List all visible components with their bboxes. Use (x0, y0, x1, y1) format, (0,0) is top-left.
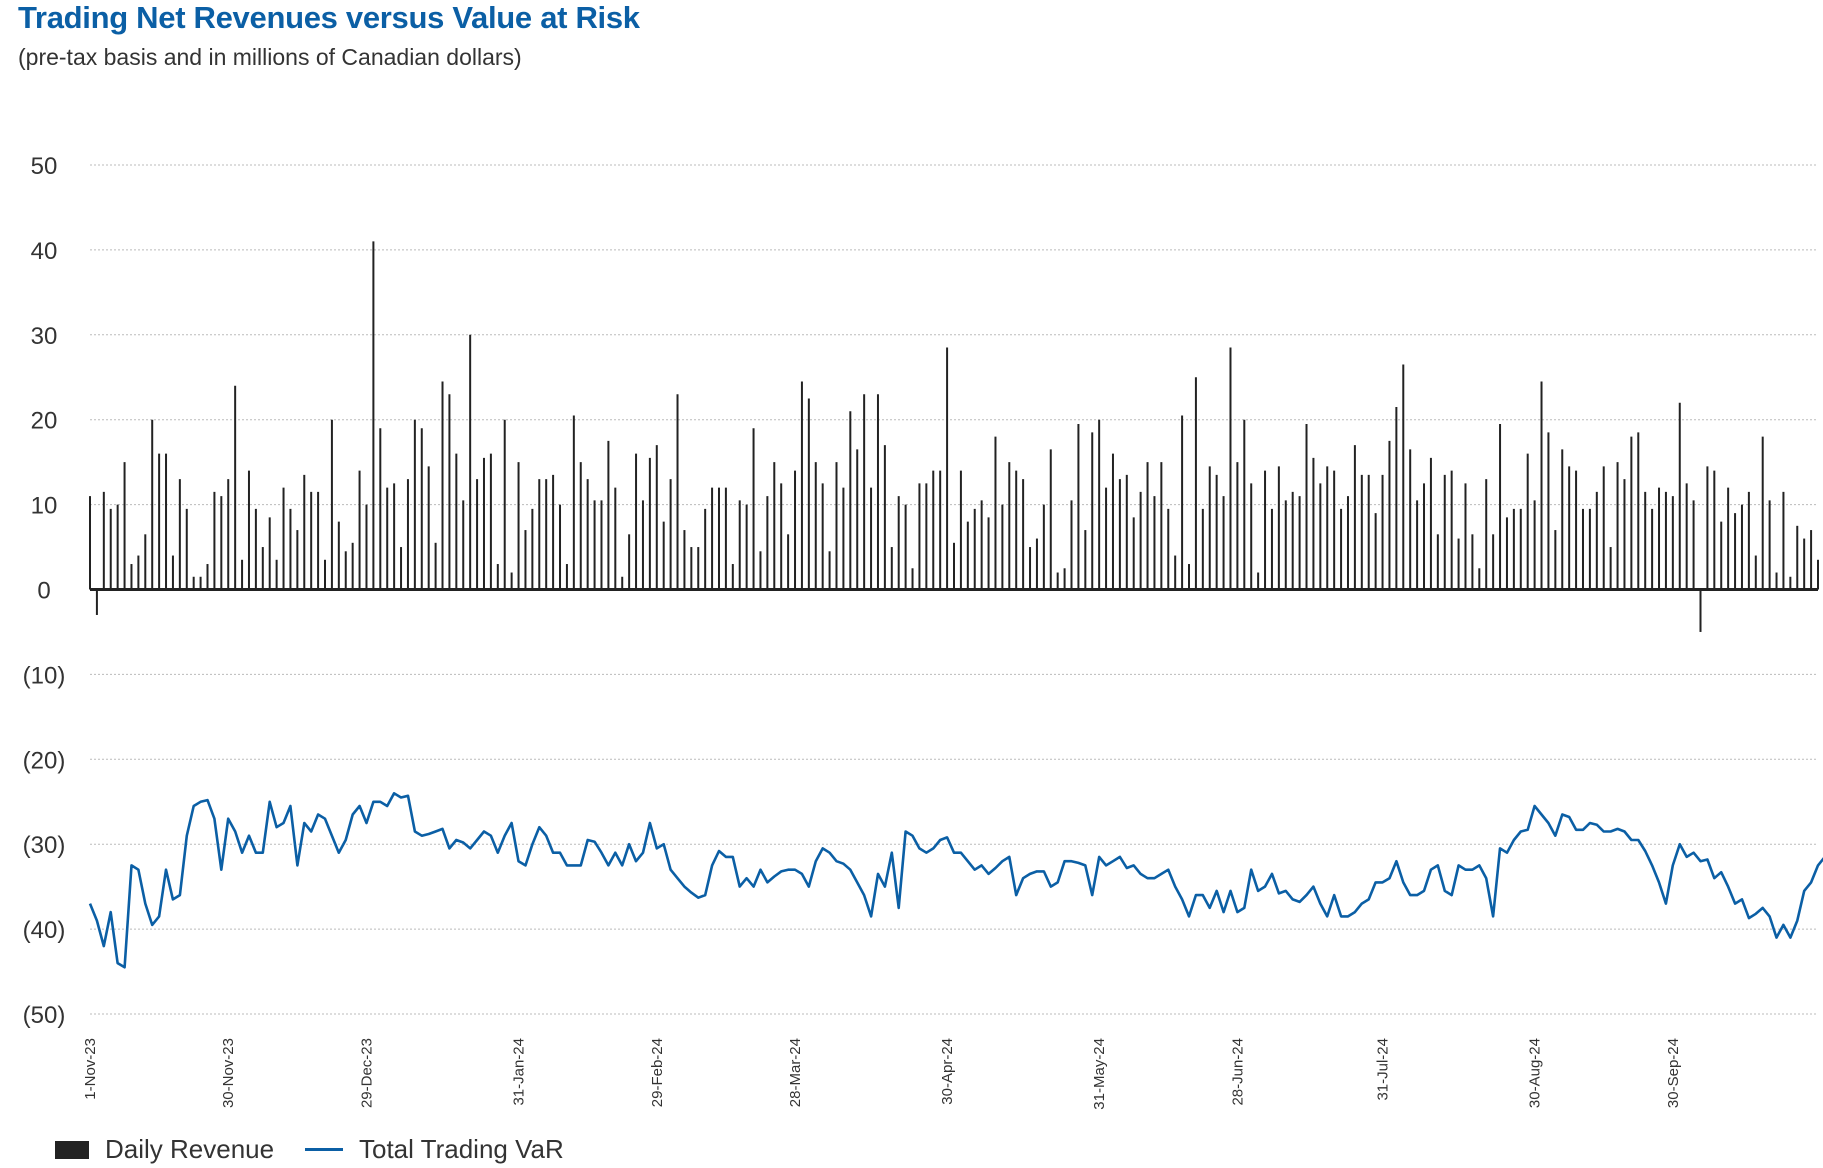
var-line (88, 791, 1823, 969)
legend-var-label: Total Trading VaR (359, 1134, 564, 1164)
y-tick-label: (30) (23, 832, 66, 859)
x-tick-label: 1-Nov-23 (82, 1038, 99, 1100)
revenue-swatch (55, 1140, 89, 1159)
chart-subtitle: (pre-tax basis and in millions of Canadi… (18, 44, 522, 70)
chart-title: Trading Net Revenues versus Value at Ris… (18, 0, 640, 35)
x-tick-label: 30-Sep-24 (1665, 1038, 1682, 1108)
var-swatch (305, 1148, 343, 1151)
x-tick-label: 30-Apr-24 (939, 1038, 956, 1105)
y-tick-label: 20 (31, 408, 58, 435)
legend-item-revenue: Daily Revenue (55, 1134, 274, 1165)
y-tick-label: 40 (31, 238, 58, 265)
x-tick-label: 29-Dec-23 (359, 1038, 376, 1108)
y-axis-ticks: 50 40 30 20 10 0 (10) (20) (30) (40) (50) (23, 153, 66, 1029)
y-tick-label: 50 (31, 153, 58, 180)
y-tick-label: (20) (23, 747, 66, 774)
y-tick-label: (10) (23, 662, 66, 689)
legend-item-var: Total Trading VaR (305, 1134, 564, 1165)
daily-revenue-bars (89, 241, 1819, 632)
y-tick-label: 0 (37, 578, 50, 605)
legend-revenue-label: Daily Revenue (105, 1134, 275, 1164)
x-tick-label: 28-Jun-24 (1229, 1038, 1246, 1106)
x-tick-label: 29-Feb-24 (649, 1038, 666, 1107)
x-tick-label: 31-May-24 (1091, 1038, 1108, 1110)
x-tick-label: 30-Aug-24 (1527, 1038, 1544, 1108)
x-tick-label: 28-Mar-24 (787, 1038, 804, 1107)
x-tick-label: 31-Jan-24 (511, 1038, 528, 1106)
y-tick-label: (40) (23, 917, 66, 944)
gridlines (90, 164, 1818, 1015)
x-axis-ticks: 1-Nov-23 30-Nov-23 29-Dec-23 31-Jan-24 29-Fe… (82, 1038, 1682, 1110)
x-tick-label: 31-Jul-24 (1375, 1038, 1392, 1101)
y-tick-label: 10 (31, 493, 58, 520)
y-tick-label: 30 (31, 323, 58, 350)
x-tick-label: 30-Nov-23 (220, 1038, 237, 1108)
total-trading-var-line (88, 791, 1823, 969)
y-tick-label: (50) (23, 1002, 66, 1029)
